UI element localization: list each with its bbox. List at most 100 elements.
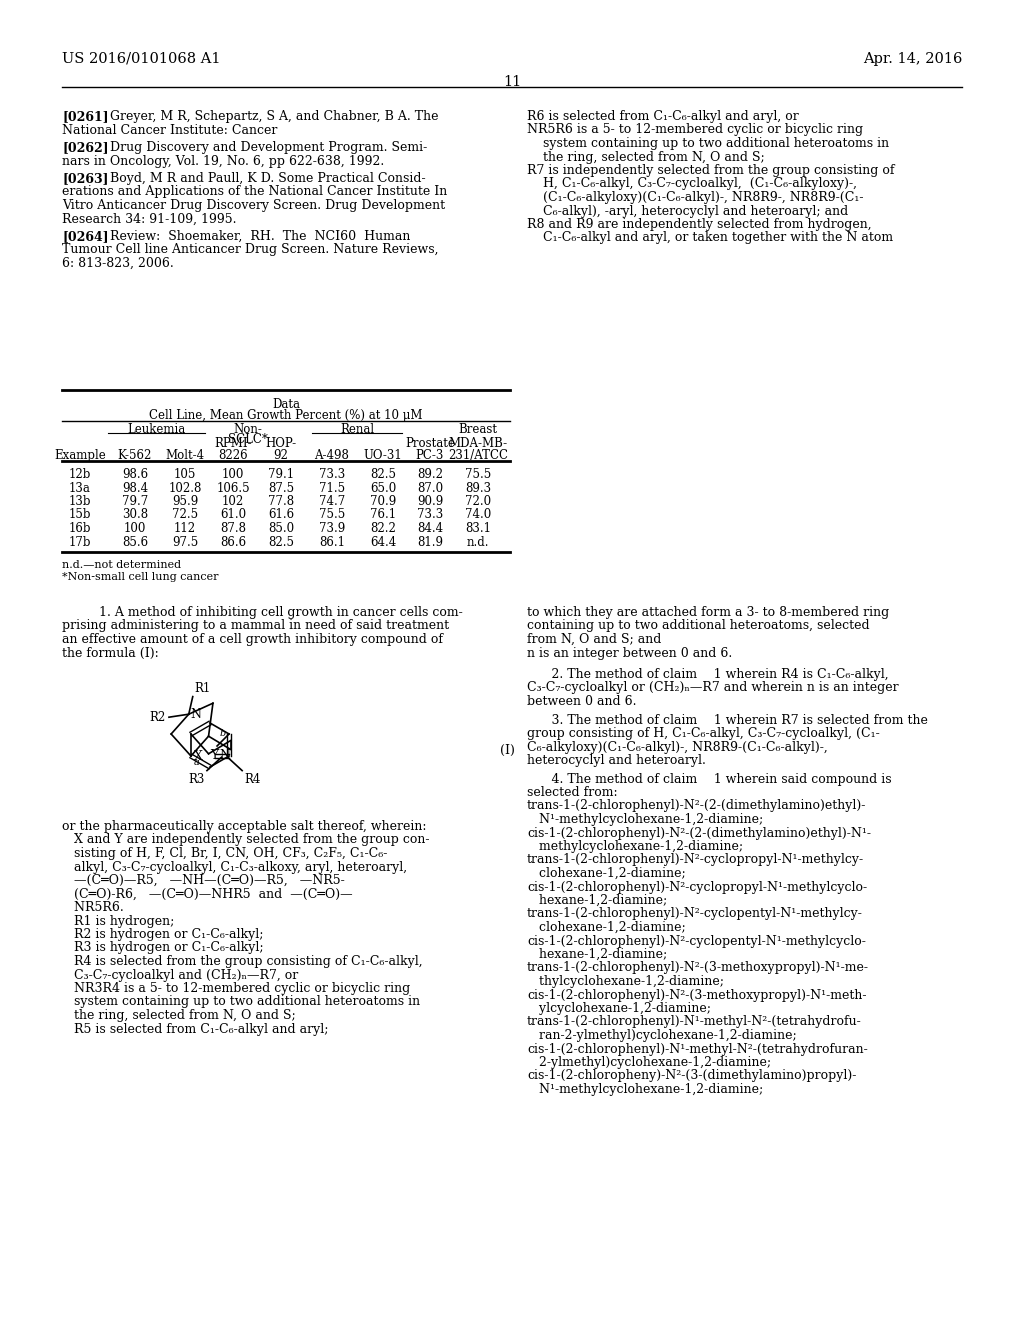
Text: to which they are attached form a 3- to 8-membered ring: to which they are attached form a 3- to … (527, 606, 889, 619)
Text: C₆-alkyl), -aryl, heterocyclyl and heteroaryl; and: C₆-alkyl), -aryl, heterocyclyl and heter… (527, 205, 848, 218)
Text: A-498: A-498 (314, 449, 349, 462)
Text: 82.2: 82.2 (370, 521, 396, 535)
Text: the ring, selected from N, O and S;: the ring, selected from N, O and S; (62, 1008, 296, 1022)
Text: heterocyclyl and heteroaryl.: heterocyclyl and heteroaryl. (527, 754, 706, 767)
Text: 87.5: 87.5 (268, 482, 294, 495)
Text: 73.3: 73.3 (318, 469, 345, 480)
Text: Drug Discovery and Development Program. Semi-: Drug Discovery and Development Program. … (110, 141, 427, 154)
Text: 2-ylmethyl)cyclohexane-1,2-diamine;: 2-ylmethyl)cyclohexane-1,2-diamine; (527, 1056, 771, 1069)
Text: R3: R3 (188, 772, 205, 785)
Text: 86.6: 86.6 (220, 536, 246, 549)
Text: 85.6: 85.6 (122, 536, 148, 549)
Text: 1. A method of inhibiting cell growth in cancer cells com-: 1. A method of inhibiting cell growth in… (62, 606, 463, 619)
Text: erations and Applications of the National Cancer Institute In: erations and Applications of the Nationa… (62, 186, 447, 198)
Text: 13a: 13a (69, 482, 91, 495)
Text: NR5R6 is a 5- to 12-membered cyclic or bicyclic ring: NR5R6 is a 5- to 12-membered cyclic or b… (527, 124, 863, 136)
Text: cis-1-(2-chlorophenyl)-N²-cyclopropyl-N¹-methylcyclo-: cis-1-(2-chlorophenyl)-N²-cyclopropyl-N¹… (527, 880, 867, 894)
Text: 98.4: 98.4 (122, 482, 148, 495)
Text: trans-1-(2-chlorophenyl)-N²-cyclopropyl-N¹-methylcy-: trans-1-(2-chlorophenyl)-N²-cyclopropyl-… (527, 854, 864, 866)
Text: 79.7: 79.7 (122, 495, 148, 508)
Text: Boyd, M R and Paull, K D. Some Practical Consid-: Boyd, M R and Paull, K D. Some Practical… (110, 172, 426, 185)
Text: the ring, selected from N, O and S;: the ring, selected from N, O and S; (527, 150, 765, 164)
Text: Renal: Renal (340, 422, 374, 436)
Text: MDA-MB-: MDA-MB- (449, 437, 508, 450)
Text: HOP-: HOP- (265, 437, 297, 450)
Text: cis-1-(2-chlorophenyl)-N²-cyclopentyl-N¹-methylcyclo-: cis-1-(2-chlorophenyl)-N²-cyclopentyl-N¹… (527, 935, 866, 948)
Text: (C═O)-R6,   —(C═O)—NHR5  and  —(C═O)—: (C═O)-R6, —(C═O)—NHR5 and —(C═O)— (62, 887, 352, 900)
Text: 85.0: 85.0 (268, 521, 294, 535)
Text: PC-3: PC-3 (416, 449, 444, 462)
Text: an effective amount of a cell growth inhibitory compound of: an effective amount of a cell growth inh… (62, 634, 443, 645)
Text: 106.5: 106.5 (216, 482, 250, 495)
Text: 81.9: 81.9 (417, 536, 443, 549)
Text: Molt-4: Molt-4 (166, 449, 205, 462)
Text: Data: Data (272, 399, 300, 411)
Text: [0264]: [0264] (62, 230, 109, 243)
Text: 89.2: 89.2 (417, 469, 443, 480)
Text: 76.1: 76.1 (370, 508, 396, 521)
Text: 87.8: 87.8 (220, 521, 246, 535)
Text: Example: Example (54, 449, 105, 462)
Text: N¹-methylcyclohexane-1,2-diamine;: N¹-methylcyclohexane-1,2-diamine; (527, 1082, 763, 1096)
Text: cis-1-(2-chlorophenyl)-N²-(3-methoxypropyl)-N¹-meth-: cis-1-(2-chlorophenyl)-N²-(3-methoxyprop… (527, 989, 866, 1002)
Text: (C₁-C₆-alkyloxy)(C₁-C₆-alkyl)-, NR8R9-, NR8R9-(C₁-: (C₁-C₆-alkyloxy)(C₁-C₆-alkyl)-, NR8R9-, … (527, 191, 863, 205)
Text: Research 34: 91-109, 1995.: Research 34: 91-109, 1995. (62, 213, 237, 226)
Text: X: X (195, 750, 203, 763)
Text: trans-1-(2-chlorophenyl)-N²-(2-(dimethylamino)ethyl)-: trans-1-(2-chlorophenyl)-N²-(2-(dimethyl… (527, 800, 866, 813)
Text: 84.4: 84.4 (417, 521, 443, 535)
Text: 15b: 15b (69, 508, 91, 521)
Text: 73.3: 73.3 (417, 508, 443, 521)
Text: 77.8: 77.8 (268, 495, 294, 508)
Text: hexane-1,2-diamine;: hexane-1,2-diamine; (527, 948, 668, 961)
Text: 12b: 12b (69, 469, 91, 480)
Text: ran-2-ylmethyl)cyclohexane-1,2-diamine;: ran-2-ylmethyl)cyclohexane-1,2-diamine; (527, 1030, 797, 1041)
Text: 105: 105 (174, 469, 197, 480)
Text: hexane-1,2-diamine;: hexane-1,2-diamine; (527, 894, 668, 907)
Text: [0262]: [0262] (62, 141, 109, 154)
Text: Leukemia: Leukemia (127, 422, 185, 436)
Text: cis-1-(2-chlorophenyl)-N²-(2-(dimethylamino)ethyl)-N¹-: cis-1-(2-chlorophenyl)-N²-(2-(dimethylam… (527, 826, 871, 840)
Text: R8 and R9 are independently selected from hydrogen,: R8 and R9 are independently selected fro… (527, 218, 871, 231)
Text: C₁-C₆-alkyl and aryl, or taken together with the N atom: C₁-C₆-alkyl and aryl, or taken together … (527, 231, 893, 244)
Text: X and Y are independently selected from the group con-: X and Y are independently selected from … (62, 833, 429, 846)
Text: C₃-C₇-cycloalkyl and (CH₂)ₙ—R7, or: C₃-C₇-cycloalkyl and (CH₂)ₙ—R7, or (62, 969, 298, 982)
Text: 102: 102 (222, 495, 244, 508)
Text: 87.0: 87.0 (417, 482, 443, 495)
Text: 98.6: 98.6 (122, 469, 148, 480)
Text: C₃-C₇-cycloalkyl or (CH₂)ₙ—R7 and wherein n is an integer: C₃-C₇-cycloalkyl or (CH₂)ₙ—R7 and wherei… (527, 681, 899, 694)
Text: clohexane-1,2-diamine;: clohexane-1,2-diamine; (527, 921, 686, 935)
Text: 8226: 8226 (218, 449, 248, 462)
Text: cis-1-(2-chloropheny)-N²-(3-(dimethylamino)propyl)-: cis-1-(2-chloropheny)-N²-(3-(dimethylami… (527, 1069, 856, 1082)
Text: Tumour Cell line Anticancer Drug Screen. Nature Reviews,: Tumour Cell line Anticancer Drug Screen.… (62, 243, 438, 256)
Text: 64.4: 64.4 (370, 536, 396, 549)
Text: 72.5: 72.5 (172, 508, 198, 521)
Text: National Cancer Institute: Cancer: National Cancer Institute: Cancer (62, 124, 278, 136)
Text: 3. The method of claim  1 wherein R7 is selected from the: 3. The method of claim 1 wherein R7 is s… (527, 714, 928, 726)
Text: 231/ATCC: 231/ATCC (449, 449, 508, 462)
Text: SCLC*: SCLC* (228, 433, 268, 446)
Text: 73.9: 73.9 (318, 521, 345, 535)
Text: 100: 100 (124, 521, 146, 535)
Text: 11: 11 (503, 75, 521, 88)
Text: 6: 813-823, 2006.: 6: 813-823, 2006. (62, 257, 174, 271)
Text: Prostate: Prostate (406, 437, 455, 450)
Text: Y: Y (210, 748, 218, 762)
Text: 112: 112 (174, 521, 196, 535)
Text: 16b: 16b (69, 521, 91, 535)
Text: n.d.—not determined: n.d.—not determined (62, 560, 181, 570)
Text: *Non-small cell lung cancer: *Non-small cell lung cancer (62, 572, 218, 582)
Text: containing up to two additional heteroatoms, selected: containing up to two additional heteroat… (527, 619, 869, 632)
Text: 86.1: 86.1 (319, 536, 345, 549)
Text: ylcyclohexane-1,2-diamine;: ylcyclohexane-1,2-diamine; (527, 1002, 711, 1015)
Text: R1 is hydrogen;: R1 is hydrogen; (62, 915, 174, 928)
Text: 4. The method of claim  1 wherein said compound is: 4. The method of claim 1 wherein said co… (527, 772, 892, 785)
Text: —(C═O)—R5,   —NH—(C═O)—R5,   —NR5-: —(C═O)—R5, —NH—(C═O)—R5, —NR5- (62, 874, 345, 887)
Text: Cell Line, Mean Growth Percent (%) at 10 μM: Cell Line, Mean Growth Percent (%) at 10… (150, 409, 423, 422)
Text: R2: R2 (150, 710, 166, 723)
Text: NR5R6.: NR5R6. (62, 902, 124, 913)
Text: 17b: 17b (69, 536, 91, 549)
Text: selected from:: selected from: (527, 785, 617, 799)
Text: 82.5: 82.5 (370, 469, 396, 480)
Text: sisting of H, F, Cl, Br, I, CN, OH, CF₃, C₂F₅, C₁-C₆-: sisting of H, F, Cl, Br, I, CN, OH, CF₃,… (62, 847, 387, 861)
Text: N: N (190, 708, 202, 721)
